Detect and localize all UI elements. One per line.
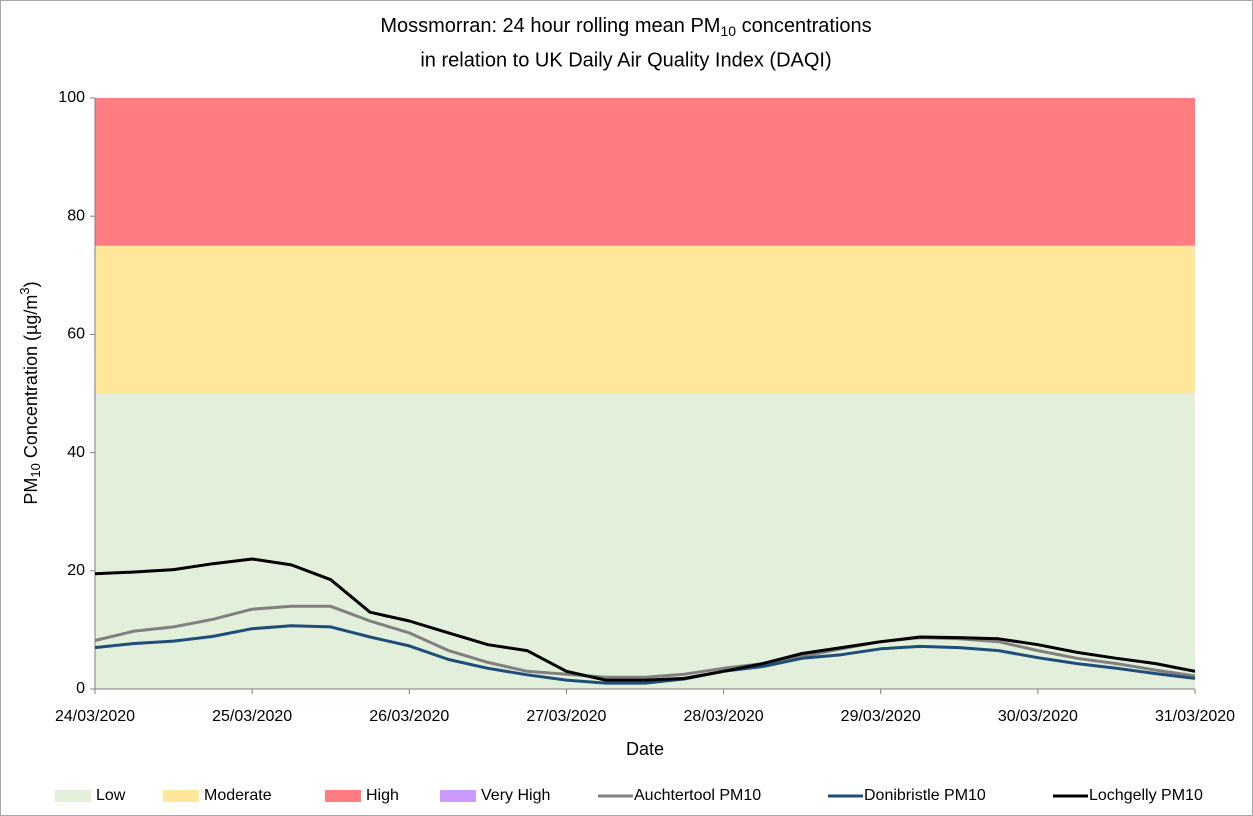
plot-area [94, 98, 1196, 690]
y-tick-label: 60 [67, 326, 85, 343]
y-tick-label: 80 [67, 207, 85, 224]
legend-swatch [55, 790, 91, 802]
y-tick-label: 40 [67, 444, 85, 461]
title-text: concentrations [736, 15, 872, 37]
y-label-text: Concentration (µg/m [21, 295, 41, 463]
legend-label: Very High [481, 787, 550, 804]
x-tick-label: 30/03/2020 [998, 708, 1078, 725]
legend-swatch [325, 790, 361, 802]
y-tick-label: 20 [67, 562, 85, 579]
title-text: Mossmorran: 24 hour rolling mean PM [380, 15, 720, 37]
legend-label: Lochgelly PM10 [1089, 787, 1203, 804]
series-line [94, 557, 1196, 682]
chart-title: Mossmorran: 24 hour rolling mean PM10 co… [380, 15, 871, 38]
y-tick-label: 0 [76, 680, 85, 697]
legend-label: Low [96, 787, 126, 804]
x-tick-label: 27/03/2020 [526, 708, 606, 725]
legend-label: Donibristle PM10 [864, 787, 986, 804]
x-axis-label: Date [626, 739, 664, 759]
chart-subtitle: in relation to UK Daily Air Quality Inde… [420, 49, 831, 71]
legend-label: Auchtertool PM10 [634, 787, 761, 804]
y-label-text: ) [21, 281, 41, 287]
x-tick-label: 31/03/2020 [1155, 708, 1235, 725]
x-tick-label: 28/03/2020 [684, 708, 764, 725]
legend-swatch [163, 790, 199, 802]
legend-label: Moderate [204, 787, 272, 804]
title-subscript: 10 [720, 23, 736, 39]
y-label-superscript: 3 [17, 287, 32, 294]
x-tick-label: 26/03/2020 [369, 708, 449, 725]
series-line [94, 604, 1196, 679]
y-label-subscript: 10 [28, 463, 43, 477]
daqi-band [95, 98, 1195, 246]
y-axis-label: PM10 Concentration (µg/m3) [17, 281, 43, 504]
x-tick-label: 25/03/2020 [212, 708, 292, 725]
legend-label: High [366, 787, 399, 804]
y-tick-label: 100 [58, 89, 85, 106]
series-line [94, 624, 1196, 685]
x-tick-label: 29/03/2020 [841, 708, 921, 725]
x-tick-label: 24/03/2020 [55, 708, 135, 725]
legend-swatch [440, 790, 476, 802]
daqi-band [95, 245, 1195, 394]
y-label-text: PM [21, 478, 41, 505]
